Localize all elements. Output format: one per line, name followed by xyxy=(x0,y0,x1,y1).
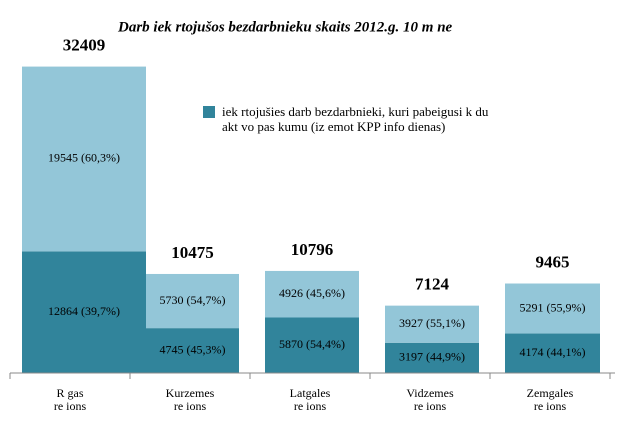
value-label: 5291 (55,9%) xyxy=(520,300,586,314)
bar-segment xyxy=(385,305,479,343)
chart-title: Darb iek rtojušos bezdarbnieku skaits 20… xyxy=(117,19,453,35)
x-tick-label: Kurzemes re ions xyxy=(165,386,215,413)
bar-segment xyxy=(146,273,239,329)
value-label: 5870 (54,4%) xyxy=(279,337,345,351)
value-label: 4745 (45,3%) xyxy=(160,342,226,356)
value-label: 12864 (39,7%) xyxy=(48,304,120,318)
bar-segment xyxy=(265,317,359,373)
value-label: 4926 (45,6%) xyxy=(279,286,345,300)
value-label: 3927 (55,1%) xyxy=(399,316,465,330)
bar-segment xyxy=(22,251,146,373)
total-label: 10475 xyxy=(171,243,214,262)
x-tick-label: Latgales re ions xyxy=(289,386,331,413)
bar-segment xyxy=(22,66,146,252)
legend-label: iek rtojušies darb bezdarbnieki, kuri pa… xyxy=(222,104,489,134)
bar-segment xyxy=(265,270,359,318)
x-tick-label: Zemgales re ions xyxy=(526,386,574,413)
value-label: 19545 (60,3%) xyxy=(48,151,120,165)
bar-segment xyxy=(505,333,600,373)
total-label: 32409 xyxy=(63,35,106,54)
legend-swatch xyxy=(203,106,215,118)
value-label: 4174 (44,1%) xyxy=(520,345,586,359)
value-label: 5730 (54,7%) xyxy=(160,293,226,307)
total-label: 9465 xyxy=(536,252,570,271)
total-label: 10796 xyxy=(291,240,334,259)
bar-segment xyxy=(505,283,600,334)
value-label: 3197 (44,9%) xyxy=(399,350,465,364)
x-tick-label: Vidzemes re ions xyxy=(406,386,454,413)
x-tick-label: R gas re ions xyxy=(53,386,87,413)
bar-segment xyxy=(146,328,239,373)
total-label: 7124 xyxy=(415,275,450,294)
bar-segment xyxy=(385,342,479,373)
